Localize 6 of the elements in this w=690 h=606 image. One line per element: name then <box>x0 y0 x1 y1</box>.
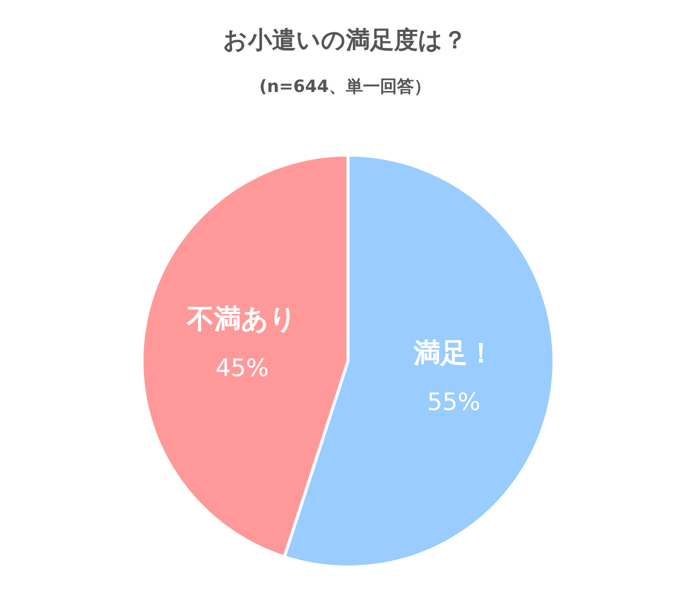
chart-title: お小遣いの満足度は？ <box>223 26 467 54</box>
slice-label: 満足！ <box>412 338 494 369</box>
slice-label: 不満あり <box>186 304 298 336</box>
chart-subtitle: (n=644、単一回答） <box>259 77 431 97</box>
data-label: 55% <box>427 388 480 416</box>
data-label: 45% <box>216 354 269 382</box>
